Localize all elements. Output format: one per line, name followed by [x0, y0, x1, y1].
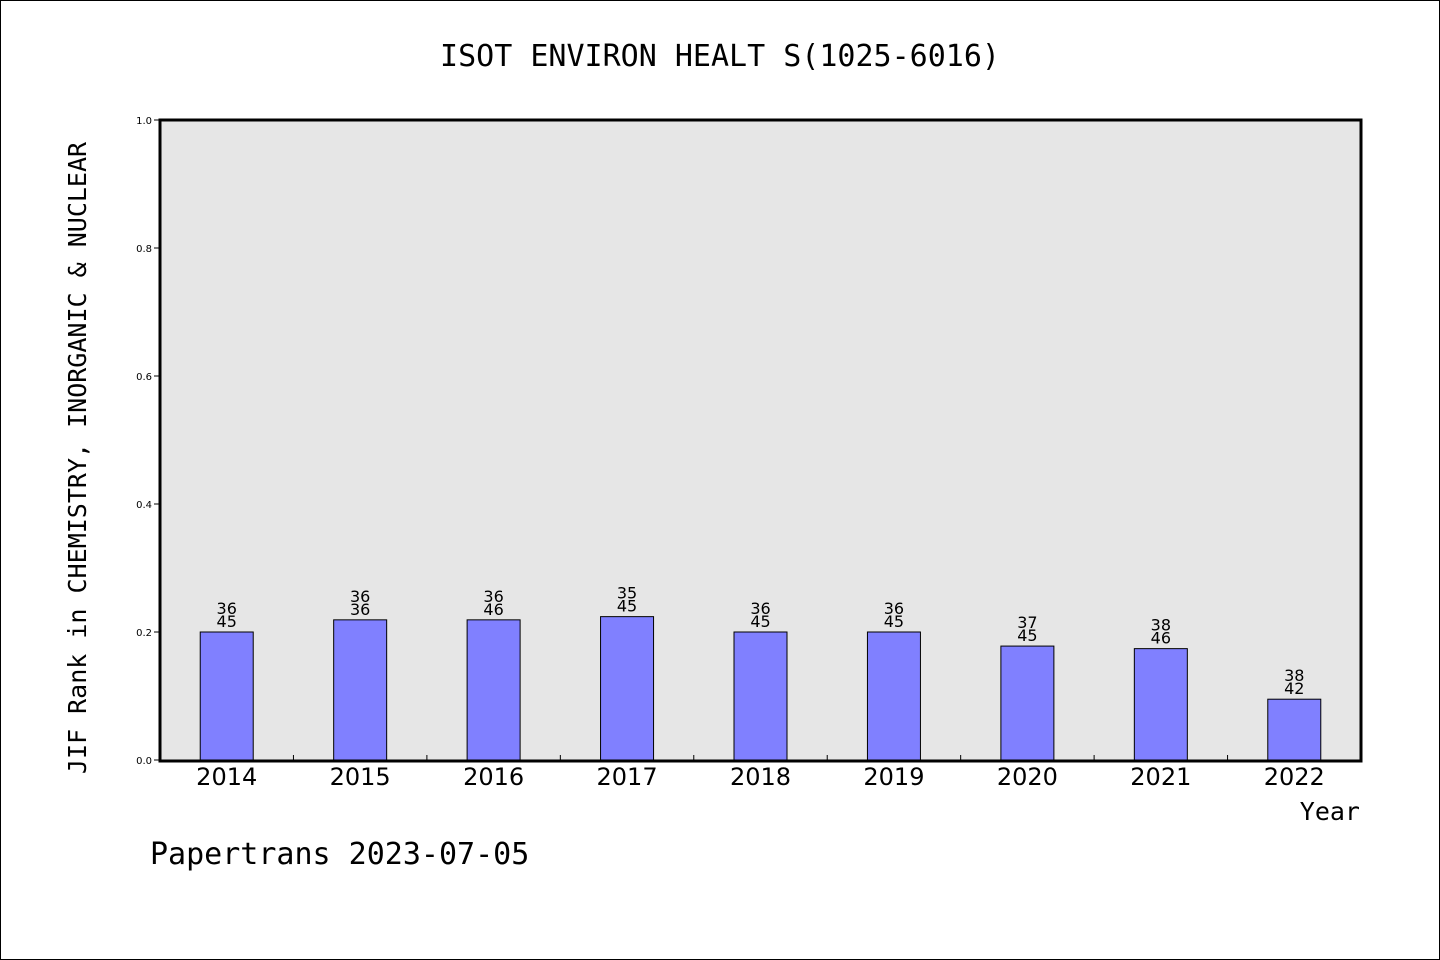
- x-tick-label: 2022: [1264, 763, 1325, 791]
- data-label-total: 45: [884, 612, 904, 631]
- y-tick-label: 0.2: [136, 628, 152, 639]
- data-label-rank: 38: [1284, 666, 1304, 685]
- x-tick-label: 2020: [997, 763, 1058, 791]
- data-label-total: 46: [483, 600, 503, 619]
- bar-2017: [600, 616, 655, 761]
- y-tick-label: 0.0: [136, 756, 152, 767]
- plot-border: [158, 118, 1363, 763]
- bar-2021: [1133, 648, 1188, 761]
- x-tick-label: 2019: [863, 763, 924, 791]
- data-label-rank: 36: [483, 587, 503, 606]
- y-tick-label: 1.0: [136, 116, 152, 127]
- bar-2014: [199, 631, 254, 761]
- data-label-total: 45: [750, 612, 770, 631]
- data-label-rank: 36: [884, 599, 904, 618]
- bar-2015: [333, 619, 388, 761]
- data-label-total: 45: [1017, 626, 1037, 645]
- data-label-total: 45: [617, 597, 637, 616]
- x-tick-label: 2021: [1130, 763, 1191, 791]
- bar-2020: [1000, 645, 1055, 761]
- x-tick-label: 2018: [730, 763, 791, 791]
- x-axis-title: Year: [1300, 797, 1360, 826]
- data-label-rank: 35: [617, 584, 637, 603]
- bar-2018: [733, 631, 788, 761]
- data-label-rank: 37: [1017, 613, 1037, 632]
- data-label-rank: 36: [350, 587, 370, 606]
- credit-text: Papertrans 2023-07-05: [150, 837, 529, 872]
- y-tick-label: 0.6: [136, 372, 152, 383]
- data-label-total: 42: [1284, 679, 1304, 698]
- data-label-total: 36: [350, 600, 370, 619]
- x-tick-label: 2016: [463, 763, 524, 791]
- chart-title: ISOT ENVIRON HEALT S(1025-6016): [440, 39, 1000, 74]
- data-label-rank: 36: [750, 599, 770, 618]
- data-label-rank: 38: [1151, 616, 1171, 635]
- y-axis-title: JIF Rank in CHEMISTRY, INORGANIC & NUCLE…: [63, 141, 92, 774]
- bar-2022: [1267, 698, 1322, 761]
- bar-2019: [866, 631, 921, 761]
- x-tick-label: 2017: [597, 763, 658, 791]
- y-tick-label: 0.8: [136, 244, 152, 255]
- y-tick-label: 0.4: [136, 500, 152, 511]
- data-label-total: 45: [217, 612, 237, 631]
- data-label-total: 46: [1151, 629, 1171, 648]
- ticks-group: 0.0 0.2 0.4 0.6 0.8 1.0 2014 2015 2016 2017 2018 20…: [136, 116, 1325, 791]
- bar-2016: [466, 619, 521, 761]
- x-tick-label: 2015: [330, 763, 391, 791]
- x-tick-label: 2014: [196, 763, 257, 791]
- data-label-rank: 36: [217, 599, 237, 618]
